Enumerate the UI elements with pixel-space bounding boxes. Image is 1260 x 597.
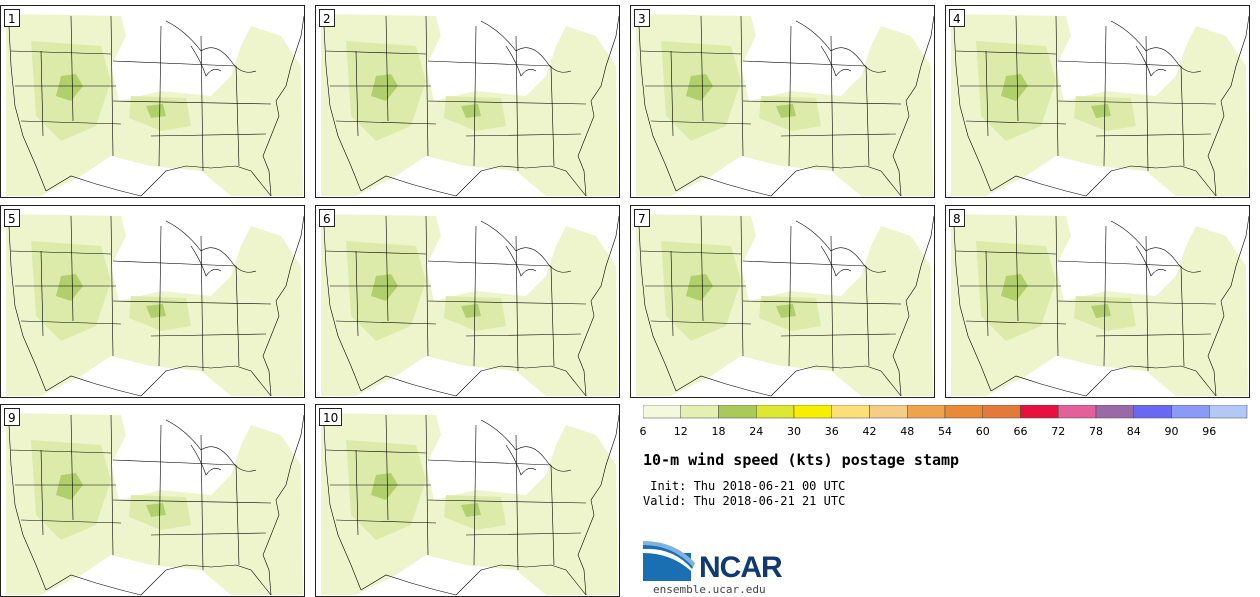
map-panel-1: 1 xyxy=(0,5,305,198)
colorbar-segment xyxy=(1171,405,1210,419)
map-image xyxy=(321,214,619,397)
colorbar-segment xyxy=(1020,405,1059,419)
colorbar-tick-label: 54 xyxy=(938,425,952,438)
colorbar-segment xyxy=(831,405,870,419)
panel-number: 6 xyxy=(319,209,335,227)
colorbar-tick-label: 42 xyxy=(862,425,877,438)
colorbar-tick-label: 72 xyxy=(1051,425,1066,438)
colorbar-segment xyxy=(756,405,795,419)
colorbar-tick-label: 36 xyxy=(824,425,839,438)
panel-number: 3 xyxy=(634,9,650,27)
colorbar-segment xyxy=(793,405,832,419)
colorbar-segment xyxy=(907,405,946,419)
colorbar-tick-label: 6 xyxy=(639,425,647,438)
colorbar-segment xyxy=(1058,405,1097,419)
panel-number: 9 xyxy=(4,408,20,426)
init-time: Init: Thu 2018-06-21 00 UTC xyxy=(643,479,846,493)
panel-number: 10 xyxy=(319,408,343,426)
colorbar-segment xyxy=(869,405,908,419)
map-image xyxy=(636,14,934,197)
ncar-logo-icon xyxy=(643,541,695,581)
colorbar-segment xyxy=(982,405,1021,419)
colorbar-tick-label: 66 xyxy=(1013,425,1028,438)
map-panel-6: 6 xyxy=(315,205,620,398)
panel-number: 5 xyxy=(4,209,20,227)
map-image xyxy=(951,14,1249,197)
valid-time: Valid: Thu 2018-06-21 21 UTC xyxy=(643,494,846,508)
map-image xyxy=(636,214,934,397)
colorbar-segment xyxy=(944,405,983,419)
map-image xyxy=(6,14,304,197)
map-image xyxy=(951,214,1249,397)
map-panel-10: 10 xyxy=(315,404,620,597)
colorbar-tick-label: 96 xyxy=(1202,425,1217,438)
map-panel-8: 8 xyxy=(945,205,1250,398)
colorbar-tick-label: 84 xyxy=(1126,425,1141,438)
colorbar-segment xyxy=(643,405,681,419)
colorbar-segment xyxy=(1095,405,1134,419)
site-url: ensemble.ucar.edu xyxy=(653,583,766,596)
colorbar-segment xyxy=(718,405,757,419)
colorbar-tick-label: 90 xyxy=(1164,425,1179,438)
panel-number: 2 xyxy=(319,9,335,27)
map-panel-2: 2 xyxy=(315,5,620,198)
map-panel-5: 5 xyxy=(0,205,305,398)
colorbar-tick-label: 24 xyxy=(749,425,764,438)
panel-number: 7 xyxy=(634,209,650,227)
logo-text: NCAR xyxy=(699,551,783,584)
map-panel-3: 3 xyxy=(630,5,935,198)
panel-number: 8 xyxy=(949,209,965,227)
colorbar-tick-label: 48 xyxy=(900,425,915,438)
colorbar-tick-label: 12 xyxy=(673,425,688,438)
panel-number: 4 xyxy=(949,9,965,27)
colorbar-tick-label: 18 xyxy=(711,425,726,438)
map-panel-9: 9 xyxy=(0,404,305,597)
chart-title: 10-m wind speed (kts) postage stamp xyxy=(643,451,960,469)
colorbar-segment xyxy=(1133,405,1172,419)
colorbar-segment xyxy=(680,405,719,419)
colorbar-segment xyxy=(1209,405,1248,419)
map-panel-4: 4 xyxy=(945,5,1250,198)
map-image xyxy=(321,14,619,197)
colorbar-tick-label: 60 xyxy=(975,425,990,438)
panel-number: 1 xyxy=(4,9,20,27)
map-panel-7: 7 xyxy=(630,205,935,398)
map-image xyxy=(6,214,304,397)
map-image xyxy=(6,413,304,596)
colorbar-tick-label: 30 xyxy=(787,425,801,438)
colorbar-tick-label: 78 xyxy=(1089,425,1103,438)
map-image xyxy=(321,413,619,596)
colorbar xyxy=(643,405,1248,419)
